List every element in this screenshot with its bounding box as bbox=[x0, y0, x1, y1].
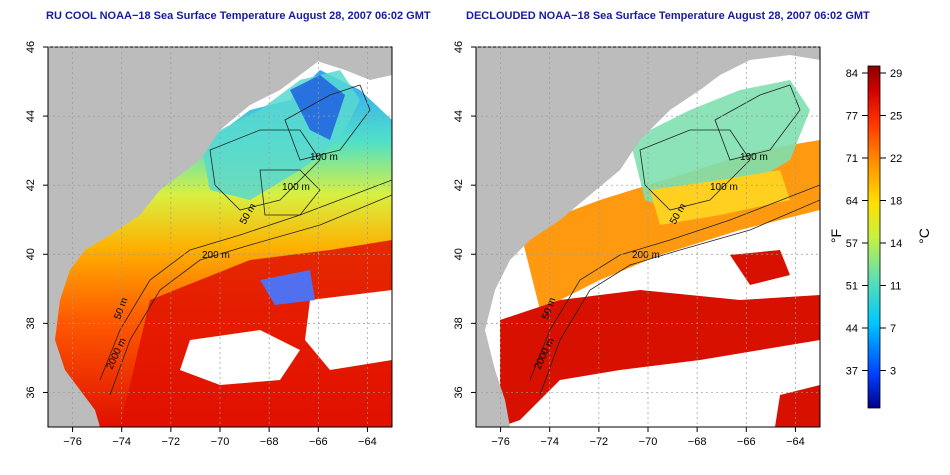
right-warm-patch bbox=[775, 385, 820, 427]
lat-tick-label: 44 bbox=[25, 110, 37, 122]
lon-tick-label: −76 bbox=[491, 436, 510, 448]
left-cloud-patch bbox=[180, 330, 300, 385]
lat-tick-label: 42 bbox=[25, 179, 37, 191]
lat-tick-label: 36 bbox=[453, 386, 465, 398]
left-cold-patch bbox=[290, 75, 345, 140]
lat-tick-label: 38 bbox=[453, 317, 465, 329]
left-contour bbox=[259, 169, 321, 216]
celsius-tick-label: 14 bbox=[890, 238, 902, 250]
lon-tick-label: −72 bbox=[162, 436, 181, 448]
right-contour bbox=[529, 184, 820, 381]
celsius-tick-label: 22 bbox=[890, 153, 902, 165]
lat-tick-label: 38 bbox=[25, 317, 37, 329]
celsius-tick-label: 11 bbox=[890, 281, 901, 293]
contour-label: 100 m bbox=[310, 152, 338, 163]
right-axis-ticks: −76 −74 −72 −70 −68 −66 −64 36 38 40 42 44 46 bbox=[453, 41, 805, 448]
colorbar-ticks: 84 77 71 64 57 51 44 37 29 25 22 18 14 11 7 3 bbox=[846, 68, 903, 378]
right-contour bbox=[539, 199, 820, 396]
right-grid bbox=[476, 46, 820, 427]
lon-tick-label: −70 bbox=[639, 436, 658, 448]
lon-tick-label: −74 bbox=[112, 436, 131, 448]
lat-tick-label: 46 bbox=[453, 41, 465, 53]
fahrenheit-tick-label: 64 bbox=[846, 196, 858, 208]
lat-tick-label: 36 bbox=[25, 386, 37, 398]
right-map-panel bbox=[476, 47, 820, 427]
left-cloud-patch bbox=[260, 270, 315, 305]
lon-tick-label: −70 bbox=[211, 436, 230, 448]
right-panel-title: DECLOUDED NOAA−18 Sea Surface Temperatur… bbox=[466, 10, 870, 22]
right-contour bbox=[639, 129, 751, 211]
left-contour bbox=[209, 129, 321, 211]
lon-tick-label: −76 bbox=[63, 436, 82, 448]
lat-tick-label: 44 bbox=[453, 110, 465, 122]
lon-tick-label: −72 bbox=[590, 436, 609, 448]
left-contour bbox=[109, 194, 392, 396]
contour-label: 100 m bbox=[282, 182, 310, 193]
fahrenheit-tick-label: 77 bbox=[846, 111, 858, 123]
right-warm-patch bbox=[730, 250, 790, 285]
contour-label: 200 m bbox=[202, 250, 230, 261]
lon-tick-label: −68 bbox=[688, 436, 707, 448]
right-cool-gulf-maine bbox=[630, 80, 810, 215]
right-yellow-band bbox=[650, 170, 790, 225]
left-cloud-patch bbox=[305, 290, 392, 370]
celsius-label: °C bbox=[915, 228, 932, 244]
left-panel-title: RU COOL NOAA−18 Sea Surface Temperature … bbox=[46, 10, 431, 22]
left-axis-ticks: −76 −74 −72 −70 −68 −66 −64 36 38 40 42 44 46 bbox=[25, 41, 377, 448]
lon-tick-label: −66 bbox=[737, 436, 756, 448]
lon-tick-label: −64 bbox=[358, 436, 377, 448]
celsius-tick-label: 29 bbox=[890, 68, 902, 80]
right-land bbox=[476, 47, 820, 427]
lon-tick-label: −66 bbox=[309, 436, 328, 448]
right-warm-gulfstream bbox=[500, 290, 820, 427]
lat-tick-label: 40 bbox=[453, 248, 465, 260]
lon-tick-label: −74 bbox=[540, 436, 559, 448]
fahrenheit-tick-label: 44 bbox=[846, 323, 858, 335]
celsius-tick-label: 7 bbox=[890, 323, 896, 335]
right-contour bbox=[714, 84, 801, 161]
fahrenheit-tick-label: 71 bbox=[846, 153, 858, 165]
lat-tick-label: 42 bbox=[453, 179, 465, 191]
fahrenheit-tick-label: 84 bbox=[846, 68, 858, 80]
lon-tick-label: −68 bbox=[260, 436, 279, 448]
left-nova-scotia bbox=[300, 47, 392, 80]
left-land bbox=[48, 47, 392, 427]
fahrenheit-tick-label: 57 bbox=[846, 238, 858, 250]
fahrenheit-label: °F bbox=[828, 228, 845, 244]
colorbar bbox=[867, 65, 881, 409]
contour-label: 200 m bbox=[632, 250, 660, 261]
fahrenheit-tick-label: 37 bbox=[846, 366, 858, 378]
lat-tick-label: 40 bbox=[25, 248, 37, 260]
contour-label: 100 m bbox=[740, 152, 768, 163]
fahrenheit-tick-label: 51 bbox=[846, 281, 858, 293]
lon-tick-label: −64 bbox=[786, 436, 805, 448]
left-contour bbox=[284, 84, 371, 161]
celsius-tick-label: 18 bbox=[890, 196, 902, 208]
celsius-tick-label: 25 bbox=[890, 111, 902, 123]
celsius-tick-label: 3 bbox=[890, 366, 896, 378]
left-grid bbox=[48, 46, 392, 427]
contour-label: 100 m bbox=[710, 182, 738, 193]
lat-tick-label: 46 bbox=[25, 41, 37, 53]
